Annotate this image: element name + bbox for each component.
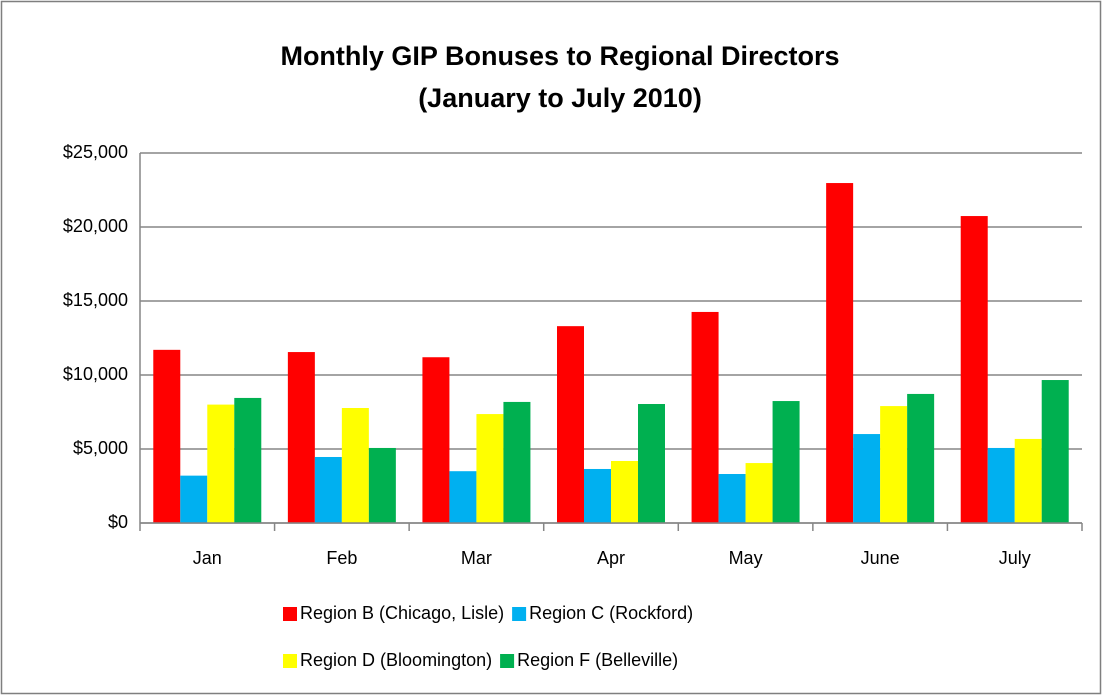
bar	[907, 393, 935, 523]
bar	[826, 183, 854, 523]
x-tick-label: May	[729, 548, 763, 568]
bar	[772, 401, 800, 523]
bar	[287, 352, 315, 523]
bar	[880, 406, 908, 523]
bar	[341, 408, 369, 523]
bar	[745, 463, 773, 523]
bar	[153, 349, 181, 523]
x-tick-label: Mar	[461, 548, 492, 568]
bar	[1014, 438, 1042, 523]
legend-swatch	[283, 654, 297, 668]
bar	[557, 326, 584, 523]
chart-subtitle: (January to July 2010)	[418, 83, 702, 113]
bar	[314, 456, 342, 523]
y-tick-label: $25,000	[63, 142, 128, 162]
bar	[368, 447, 396, 523]
x-tick-label: June	[861, 548, 900, 568]
x-tick-label: Apr	[597, 548, 625, 568]
bar	[476, 414, 504, 523]
y-tick-label: $0	[108, 512, 128, 532]
legend-swatch	[500, 654, 515, 668]
bar	[503, 401, 531, 523]
y-tick-label: $5,000	[73, 438, 128, 458]
legend-label: Region F (Belleville)	[517, 650, 678, 670]
bar	[611, 460, 638, 523]
y-tick-label: $20,000	[63, 216, 128, 236]
bar	[207, 404, 235, 523]
bar	[691, 311, 719, 523]
bar	[638, 404, 665, 523]
legend-label: Region B (Chicago, Lisle)	[300, 603, 504, 623]
bar	[960, 216, 988, 523]
bar	[987, 447, 1015, 523]
legend-swatch	[283, 607, 297, 621]
chart-title: Monthly GIP Bonuses to Regional Director…	[280, 41, 839, 71]
bar	[449, 471, 477, 523]
bar	[584, 468, 611, 523]
x-tick-label: Feb	[326, 548, 357, 568]
legend-swatch	[512, 607, 527, 621]
legend-label: Region C (Rockford)	[529, 603, 693, 623]
y-tick-label: $15,000	[63, 290, 128, 310]
y-tick-label: $10,000	[63, 364, 128, 384]
legend-label: Region D (Bloomington)	[300, 650, 492, 670]
bar	[180, 475, 208, 523]
bar	[422, 357, 450, 523]
bar	[234, 397, 262, 523]
x-tick-label: July	[999, 548, 1031, 568]
bar	[853, 434, 881, 523]
bar	[1041, 380, 1069, 523]
x-tick-label: Jan	[193, 548, 222, 568]
bar	[718, 474, 746, 523]
